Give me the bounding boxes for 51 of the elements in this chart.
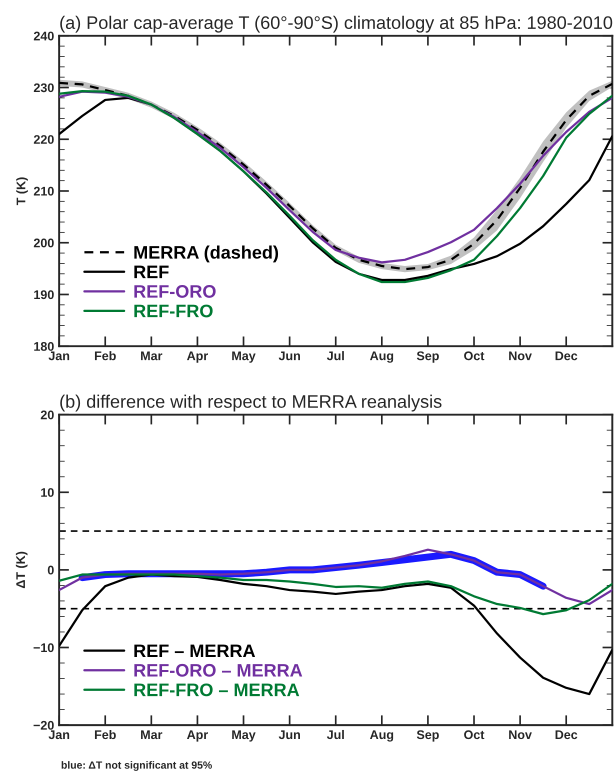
legend-label: REF-FRO – MERRA — [134, 683, 300, 696]
x-tick-label: Feb — [94, 351, 116, 360]
x-tick-label: Jan — [48, 352, 70, 360]
y-tick-label: −10 — [34, 643, 54, 652]
y-tick-label: 240 — [34, 32, 54, 40]
y-tick-label: 200 — [34, 238, 54, 248]
x-tick-label: Apr — [186, 352, 208, 363]
legend-label: REF-FRO — [134, 304, 213, 318]
x-tick-label: Jun — [278, 352, 300, 360]
x-tick-label: Mar — [141, 352, 162, 360]
line-series — [59, 573, 612, 696]
chart-title: (a) Polar cap-average T (60°-90°S) climatology at 85 hPa: 1980-2010 — [60, 16, 612, 33]
x-tick-label: Apr — [186, 730, 208, 742]
y-tick-label: 10 — [41, 488, 54, 497]
y-tick-label: 210 — [34, 186, 54, 196]
y-tick-label: 230 — [34, 83, 54, 92]
chart-title: (b) difference with respect to MERRA reanalysis — [60, 394, 442, 412]
y-tick-label: 220 — [34, 135, 54, 144]
x-tick-label: Nov — [509, 730, 532, 740]
x-tick-label: Feb — [94, 730, 116, 740]
x-tick-label: Jul — [326, 351, 344, 360]
legend-label: REF — [134, 266, 169, 278]
text: blue: ΔT not significant at 95% — [62, 761, 212, 771]
x-tick-label: May — [232, 352, 256, 363]
x-tick-label: May — [232, 730, 256, 742]
y-tick-label: 20 — [40, 410, 54, 420]
x-tick-label: Jul — [326, 730, 344, 740]
x-tick-label: Dec — [556, 352, 578, 360]
legend-label: REF-ORO – MERRA — [134, 664, 302, 677]
x-tick-label: Aug — [370, 730, 394, 742]
x-tick-label: Oct — [464, 351, 484, 360]
x-tick-label: Jun — [278, 730, 300, 740]
y-tick-label: 0 — [48, 566, 54, 575]
x-tick-label: Sep — [416, 351, 439, 363]
y-tick-label: 180 — [34, 342, 54, 351]
legend-label: REF-ORO — [134, 285, 216, 298]
y-tick-label: 190 — [34, 290, 54, 300]
x-tick-label: Jan — [48, 730, 70, 740]
x-tick-label: Aug — [370, 351, 394, 363]
legend-label: MERRA (dashed) — [134, 245, 278, 262]
x-tick-label: Oct — [464, 730, 484, 740]
x-tick-label: Dec — [556, 730, 578, 740]
line-series — [59, 548, 612, 606]
line-series — [59, 573, 612, 616]
y-axis-title: T (K) — [16, 177, 28, 206]
x-tick-label: Mar — [141, 730, 162, 740]
y-tick-label: −20 — [34, 720, 54, 730]
x-tick-label: Nov — [509, 352, 532, 360]
x-tick-label: Sep — [416, 730, 439, 742]
y-axis-title: ΔT (K) — [16, 552, 28, 588]
legend-label: REF – MERRA — [134, 644, 256, 657]
